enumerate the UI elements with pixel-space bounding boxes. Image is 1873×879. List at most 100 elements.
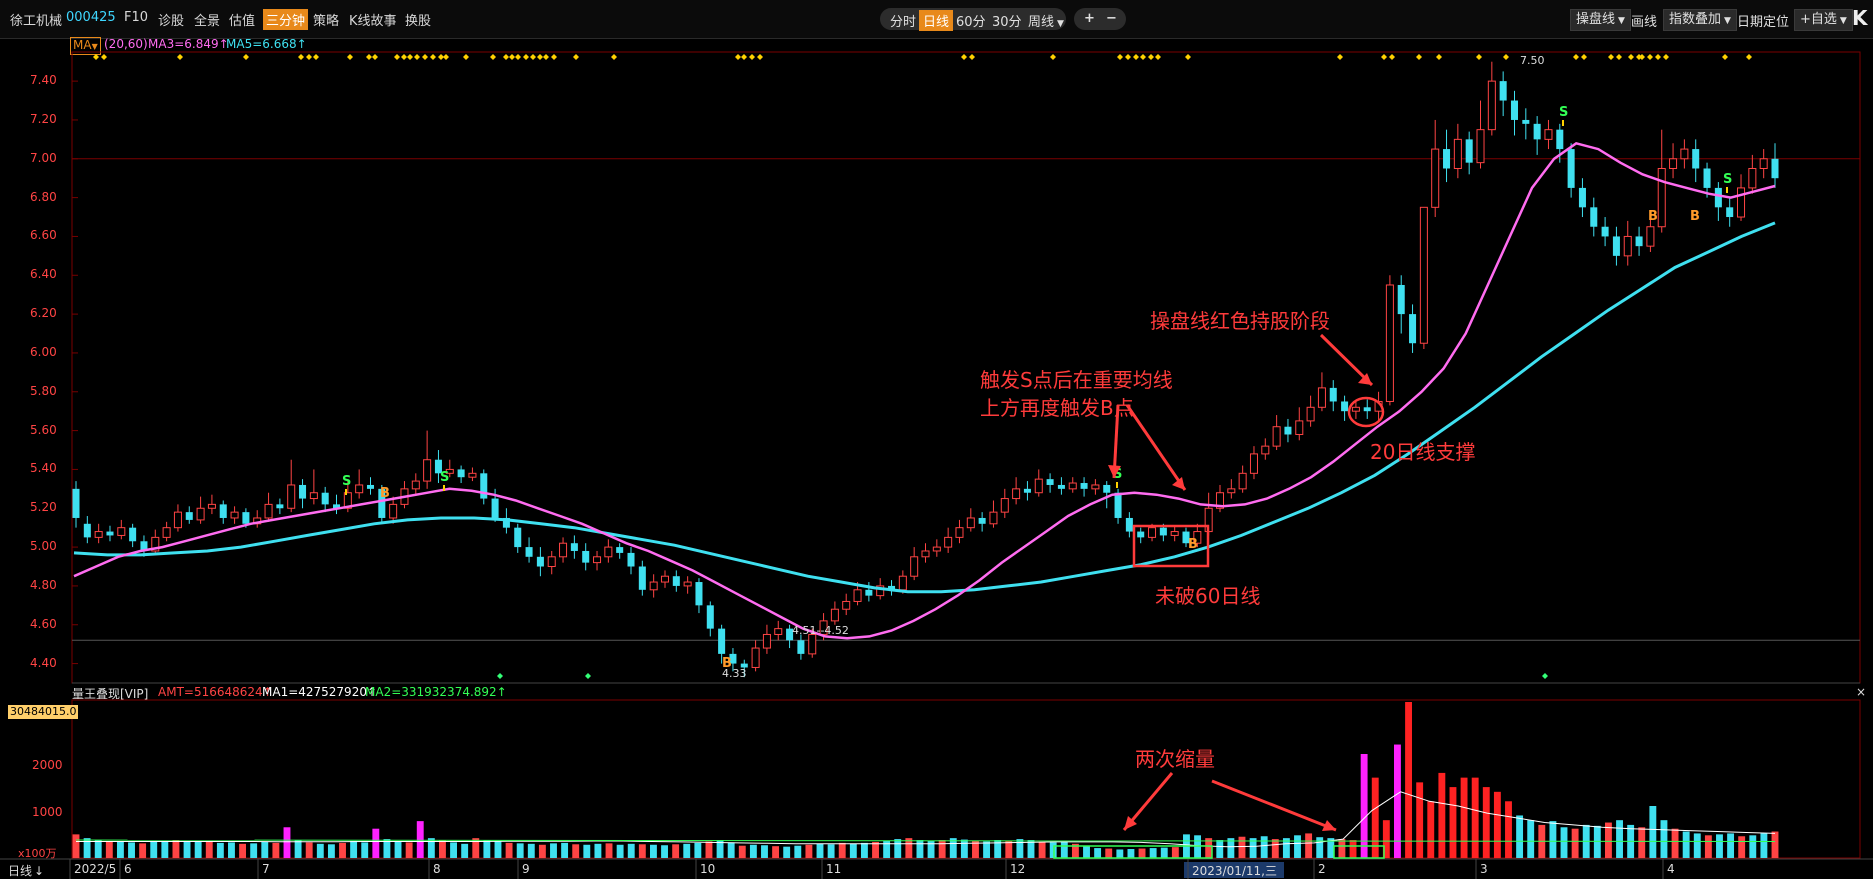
- volume-value-badge: 30484015.0: [8, 705, 79, 719]
- ma-params: (20,60): [104, 37, 148, 51]
- candle: [411, 473, 420, 495]
- signal-diamond: [1155, 54, 1161, 60]
- volume-bar: [1105, 848, 1113, 858]
- volume-amt: AMT=516648624↑: [158, 685, 273, 699]
- draw-line-button[interactable]: 画线: [1631, 15, 1658, 30]
- volume-bar: [749, 844, 757, 858]
- candle: [1578, 178, 1586, 218]
- signal-diamond-bottom: [1542, 673, 1548, 679]
- volume-bar: [649, 844, 657, 858]
- candle: [299, 479, 307, 509]
- candle: [94, 523, 103, 544]
- candle: [1000, 488, 1009, 518]
- toolbar-item-diagnose[interactable]: 诊股: [158, 14, 185, 29]
- signal-diamond: [394, 54, 400, 60]
- volume-bar: [916, 840, 924, 858]
- date-locate-button[interactable]: 日期定位: [1737, 15, 1790, 30]
- candle-body-up: [1669, 158, 1678, 169]
- candle-body-up: [1238, 472, 1247, 490]
- candle-body-up: [1012, 488, 1021, 500]
- candle: [1193, 523, 1202, 548]
- candle-body-down: [219, 504, 227, 518]
- toolbar-item-panorama[interactable]: 全景: [194, 14, 221, 29]
- period-mode-button[interactable]: 日线 ↓: [8, 864, 45, 878]
- candle-body-down: [1182, 531, 1190, 544]
- annotation-trigger-1: 触发S点后在重要均线: [980, 368, 1173, 392]
- candle-body-down: [1601, 226, 1609, 237]
- period-daily[interactable]: 日线: [919, 10, 954, 31]
- trade-lines-dropdown[interactable]: 操盘线 ▼: [1570, 9, 1631, 31]
- candle: [593, 550, 602, 571]
- toolbar-item-kline-story[interactable]: K线故事: [349, 14, 397, 29]
- volume-bar: [883, 840, 891, 858]
- candle-body-up: [1385, 284, 1394, 402]
- volume-bar: [972, 840, 979, 858]
- toolbar-item-f10[interactable]: F10: [124, 10, 149, 25]
- candle-body-down: [570, 543, 578, 551]
- toolbar-item-three-minutes[interactable]: 三分钟: [263, 9, 309, 30]
- candle-body-down: [740, 663, 748, 668]
- candle-body-down: [1556, 129, 1564, 150]
- period-30min[interactable]: 30分: [992, 15, 1022, 30]
- candle-body-down: [1023, 488, 1031, 493]
- candle-body-up: [151, 536, 160, 552]
- candle-body-up: [287, 484, 296, 509]
- annotation-two-shrink: 两次缩量: [1135, 747, 1215, 771]
- top-toolbar: 徐工机械 000425 F10 诊股 全景 估值 三分钟 策略 K线故事 换股 …: [0, 0, 1873, 39]
- volume-bar: [1438, 772, 1446, 858]
- candle: [786, 624, 794, 649]
- candle: [683, 576, 692, 594]
- volume-bar: [838, 842, 846, 858]
- volume-bar: [1338, 839, 1346, 858]
- candle-body-down: [514, 527, 522, 548]
- date-axis-label: 4: [1667, 862, 1675, 876]
- volume-bar: [116, 840, 124, 858]
- toolbar-item-valuation[interactable]: 估值: [229, 14, 256, 29]
- add-watchlist-dropdown[interactable]: +自选 ▼: [1794, 9, 1853, 31]
- price-axis-label: 6.80: [30, 189, 57, 204]
- period-60min[interactable]: 60分: [956, 15, 986, 30]
- volume-bar: [205, 841, 213, 858]
- candle-body-up: [1759, 158, 1768, 169]
- candle-body-up: [910, 556, 919, 577]
- chevron-down-icon: ▼: [91, 42, 98, 51]
- close-icon[interactable]: ×: [1856, 685, 1867, 699]
- volume-title[interactable]: 量王叠现[VIP]: [72, 687, 149, 701]
- k-logo-icon[interactable]: K: [1852, 6, 1868, 30]
- buy-signal-label: B: [1648, 209, 1658, 224]
- signal-diamond: [1722, 54, 1728, 60]
- annotation-arrow: [1211, 779, 1337, 832]
- volume-bar: [1427, 801, 1435, 858]
- candle: [207, 494, 216, 515]
- date-axis-label: 9: [522, 862, 530, 876]
- toolbar-item-switch-stock[interactable]: 换股: [405, 14, 432, 29]
- volume-bar: [305, 842, 313, 858]
- candle: [955, 519, 964, 544]
- candle-body-up: [842, 600, 851, 610]
- candle-body-down: [1703, 168, 1711, 188]
- volume-bar: [1616, 820, 1623, 858]
- signal-diamond: [1655, 54, 1661, 60]
- signal-diamond: [177, 54, 183, 60]
- signal-diamond: [1476, 54, 1482, 60]
- candle-body-down: [797, 640, 805, 654]
- period-weekly-dropdown[interactable]: 周线 ▼: [1028, 15, 1064, 30]
- volume-bar: [72, 834, 80, 858]
- index-overlay-dropdown[interactable]: 指数叠加 ▼: [1663, 9, 1737, 31]
- candle: [695, 578, 703, 614]
- zoom-in-button[interactable]: +: [1084, 11, 1095, 26]
- toolbar-item-strategy[interactable]: 策略: [313, 14, 340, 29]
- signal-diamond: [503, 54, 509, 60]
- candle-body-down: [1114, 492, 1122, 518]
- volume-bar: [1238, 836, 1246, 858]
- candle-body-down: [638, 566, 646, 590]
- volume-bar: [1593, 825, 1601, 858]
- candle-body-down: [1329, 387, 1337, 402]
- candle: [434, 450, 442, 484]
- ma5-value: MA5=6.668↑: [226, 37, 307, 51]
- zoom-out-button[interactable]: −: [1106, 11, 1117, 26]
- price-axis-label: 7.20: [30, 111, 57, 126]
- period-intraday[interactable]: 分时: [890, 15, 917, 30]
- ma-indicator-button[interactable]: MA▼: [70, 37, 101, 55]
